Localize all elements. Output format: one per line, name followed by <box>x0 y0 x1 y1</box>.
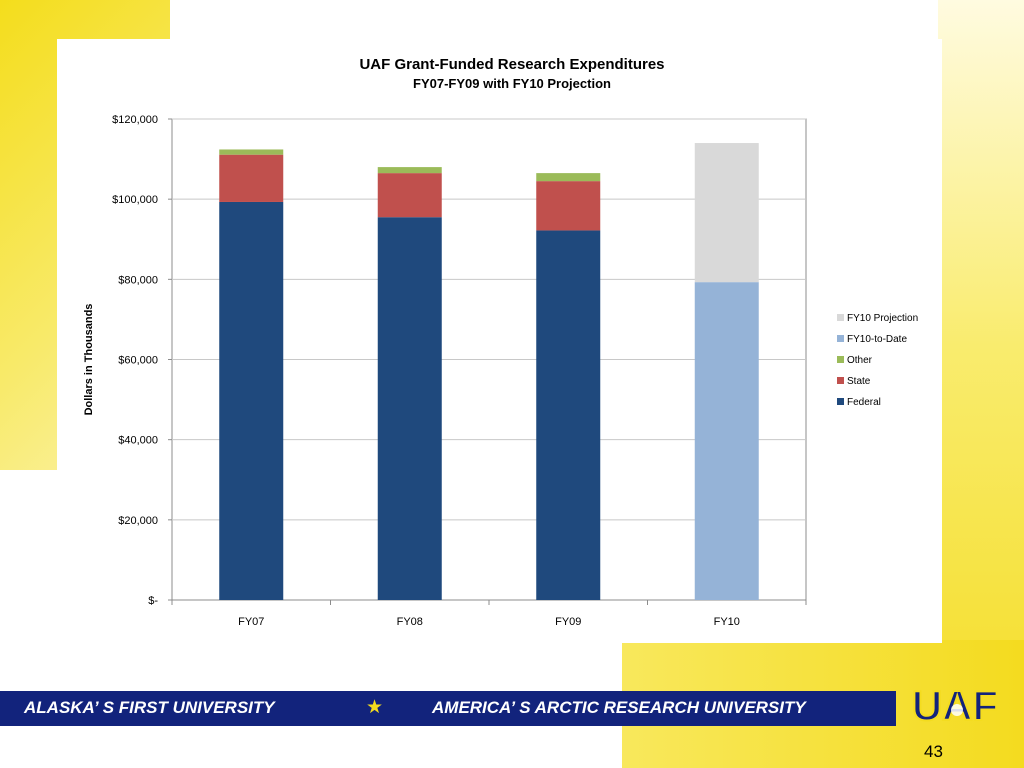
uaf-logo: UAF <box>911 681 999 728</box>
legend-swatch <box>837 314 844 321</box>
x-tick-label: FY09 <box>555 616 581 628</box>
legend-label: FY10 Projection <box>847 313 918 324</box>
footer-bar <box>0 691 896 726</box>
legend-swatch <box>837 335 844 342</box>
chart-subtitle: FY07-FY09 with FY10 Projection <box>413 76 611 91</box>
legend-label: State <box>847 376 871 387</box>
x-tick-label: FY10 <box>714 616 740 628</box>
legend-swatch <box>837 356 844 363</box>
bar-federal-fy08 <box>377 217 442 600</box>
legend-swatch <box>837 377 844 384</box>
bar-federal-fy07 <box>219 201 284 600</box>
bar-state-fy09 <box>536 181 601 231</box>
y-tick-label: $120,000 <box>112 114 158 126</box>
polar-bear-icon <box>951 704 963 716</box>
bar-federal-fy09 <box>536 230 601 600</box>
chart-title: UAF Grant-Funded Research Expenditures <box>359 56 665 73</box>
y-tick-label: $20,000 <box>118 515 158 527</box>
legend-label: FY10-to-Date <box>847 334 907 345</box>
page-number: 43 <box>924 742 943 761</box>
bar-fy10-projection-fy10 <box>694 143 759 283</box>
bar-state-fy08 <box>377 173 442 218</box>
legend-label: Other <box>847 355 873 366</box>
star-icon: ★ <box>366 697 384 718</box>
footer-slogan-right: AMERICA’ S ARCTIC RESEARCH UNIVERSITY <box>432 698 806 717</box>
y-tick-label: $40,000 <box>118 435 158 447</box>
footer-slogan-left: ALASKA’ S FIRST UNIVERSITY <box>24 698 275 717</box>
y-tick-label: $- <box>148 595 158 607</box>
y-tick-label: $60,000 <box>118 355 158 367</box>
y-tick-label: $100,000 <box>112 194 158 206</box>
bar-other-fy09 <box>536 173 601 182</box>
x-tick-label: FY07 <box>238 616 264 628</box>
y-tick-label: $80,000 <box>118 274 158 286</box>
x-tick-label: FY08 <box>397 616 423 628</box>
bar-fy10-to-date-fy10 <box>694 282 759 600</box>
bar-state-fy07 <box>219 154 284 202</box>
y-axis-title: Dollars in Thousands <box>83 304 95 416</box>
bar-other-fy08 <box>377 167 442 174</box>
legend-swatch <box>837 398 844 405</box>
bar-other-fy07 <box>219 149 284 155</box>
legend-label: Federal <box>847 397 881 408</box>
